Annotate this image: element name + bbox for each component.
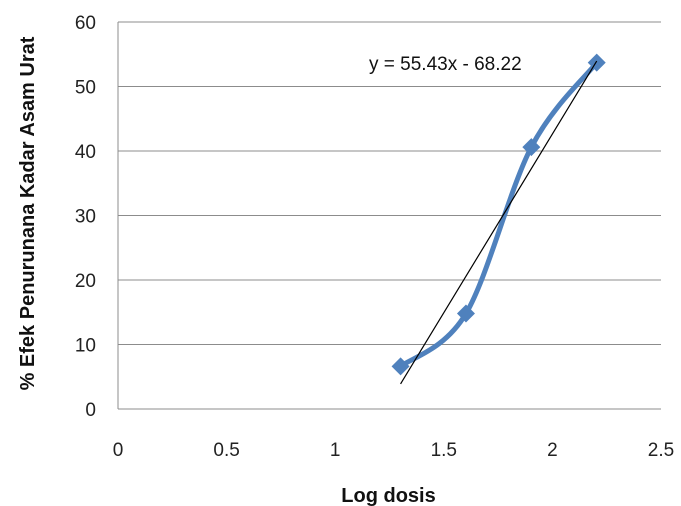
x-tick-label-2: 1 [330, 440, 341, 461]
y-tick-label-0: 0 [85, 400, 96, 421]
trendline [400, 60, 598, 385]
x-axis-title: Log dosis [341, 485, 435, 506]
y-tick-label-1: 10 [75, 336, 96, 357]
data-point-3 [587, 53, 606, 72]
data-point-1 [456, 304, 475, 323]
series-line-0 [398, 60, 600, 369]
x-tick-label-3: 1.5 [431, 440, 457, 461]
trendline-equation: y = 55.43x - 68.22 [369, 54, 522, 75]
y-tick-label-5: 50 [75, 78, 96, 99]
x-tick-label-0: 0 [113, 440, 124, 461]
y-axis-title: % Efek Penurunana Kadar Asam Urat [17, 36, 39, 390]
axes [117, 22, 661, 410]
gridlines [118, 21, 661, 345]
x-tick-labels: 0 0.5 1 1.5 2 2.5 [113, 440, 675, 461]
series-group [391, 53, 606, 376]
y-tick-label-3: 30 [75, 207, 96, 228]
y-tick-label-6: 60 [75, 13, 96, 34]
y-tick-label-4: 40 [75, 142, 96, 163]
x-tick-label-4: 2 [547, 440, 558, 461]
trendline-group [400, 60, 598, 385]
y-tick-label-2: 20 [75, 271, 96, 292]
y-tick-labels: 0 10 20 30 40 50 60 [75, 13, 96, 421]
data-point-0 [391, 357, 410, 376]
data-point-2 [522, 138, 541, 157]
x-tick-label-1: 0.5 [213, 440, 239, 461]
x-tick-label-5: 2.5 [648, 440, 674, 461]
